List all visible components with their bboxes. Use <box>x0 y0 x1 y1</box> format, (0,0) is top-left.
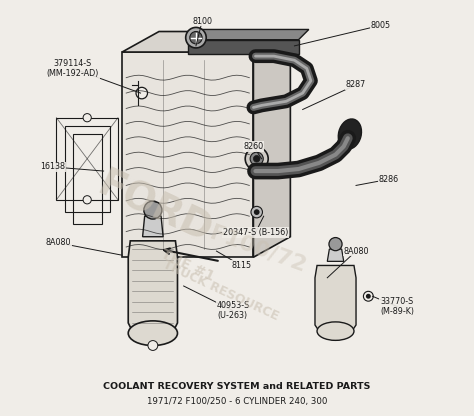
Circle shape <box>251 206 263 218</box>
Polygon shape <box>128 241 177 339</box>
Polygon shape <box>315 265 356 337</box>
Circle shape <box>83 196 91 204</box>
Text: 8A080: 8A080 <box>46 238 71 248</box>
Text: 33770-S
(M-89-K): 33770-S (M-89-K) <box>380 297 414 316</box>
Text: 8287: 8287 <box>346 80 366 89</box>
Text: 16138: 16138 <box>41 163 65 171</box>
Polygon shape <box>143 216 163 237</box>
Circle shape <box>144 201 162 219</box>
Polygon shape <box>254 32 291 257</box>
Circle shape <box>148 341 158 350</box>
Ellipse shape <box>317 322 354 340</box>
Text: 8286: 8286 <box>379 175 399 184</box>
Circle shape <box>329 238 342 251</box>
Ellipse shape <box>128 321 177 346</box>
Text: F100/72: F100/72 <box>207 223 309 276</box>
Circle shape <box>136 87 147 99</box>
Text: 8115: 8115 <box>231 261 251 270</box>
Polygon shape <box>188 40 299 54</box>
Polygon shape <box>328 249 344 261</box>
Text: 8260: 8260 <box>243 142 264 151</box>
Text: THE #1: THE #1 <box>159 247 217 284</box>
Text: 40953-S
(U-263): 40953-S (U-263) <box>216 301 249 320</box>
Text: 379114-S
(MM-192-AD): 379114-S (MM-192-AD) <box>46 59 99 78</box>
Text: TRUCK RESOURCE: TRUCK RESOURCE <box>161 258 281 323</box>
Circle shape <box>364 291 373 301</box>
Circle shape <box>190 32 202 44</box>
Text: FORD: FORD <box>91 165 218 251</box>
Text: 8100: 8100 <box>192 17 212 26</box>
Circle shape <box>254 156 260 162</box>
Polygon shape <box>122 32 291 52</box>
Text: 8005: 8005 <box>371 21 391 30</box>
Polygon shape <box>188 30 309 40</box>
Text: 1971/72 F100/250 - 6 CYLINDER 240, 300: 1971/72 F100/250 - 6 CYLINDER 240, 300 <box>147 397 327 406</box>
Circle shape <box>254 209 260 215</box>
Circle shape <box>250 152 263 165</box>
Circle shape <box>366 294 371 299</box>
Text: 8A080: 8A080 <box>343 247 369 255</box>
Text: COOLANT RECOVERY SYSTEM and RELATED PARTS: COOLANT RECOVERY SYSTEM and RELATED PART… <box>103 382 371 391</box>
Circle shape <box>186 27 206 48</box>
Circle shape <box>245 147 268 170</box>
Circle shape <box>83 114 91 122</box>
Polygon shape <box>122 52 254 257</box>
Text: 20347-S (B-156): 20347-S (B-156) <box>223 228 288 237</box>
Ellipse shape <box>338 119 362 149</box>
